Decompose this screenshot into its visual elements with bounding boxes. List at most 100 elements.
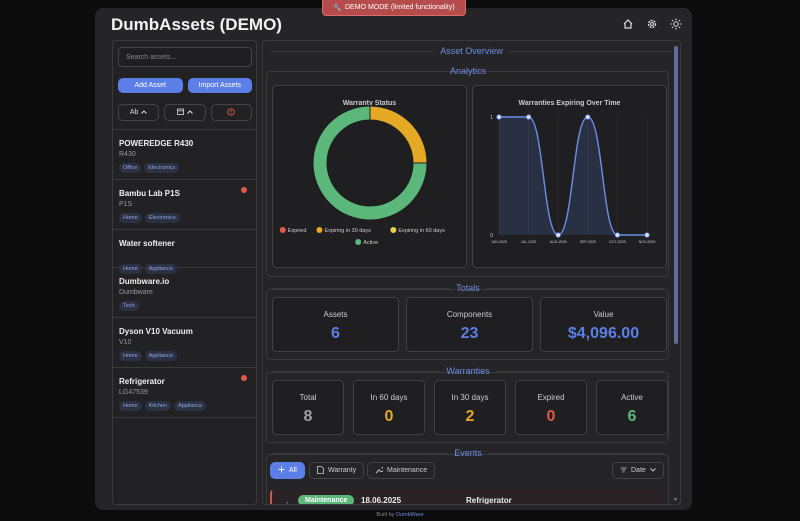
warranty-status-title: Warranty Status <box>342 100 397 107</box>
asset-list-item[interactable]: Dyson V10 Vacuum V10 Home Appliance <box>113 318 256 368</box>
asset-list-item[interactable]: Dumbware.io Dumbware Tech <box>113 268 256 318</box>
legend-label[interactable]: Expiring in 30 days <box>324 228 371 234</box>
app-title: DumbAssets (DEMO) <box>111 15 282 34</box>
warranty-value: 6 <box>627 408 637 425</box>
asset-tag[interactable]: Electronics <box>144 213 180 223</box>
y-tick-label: 0 <box>490 233 493 239</box>
data-point[interactable] <box>644 232 650 238</box>
warranty-label: In 30 days <box>451 393 489 402</box>
footer-dumbware-link[interactable]: DumbWare <box>395 512 424 518</box>
warranty-value: 2 <box>465 408 475 425</box>
warranty-status-donut-chart: Expired Expiring in 30 days Expiring in 60… <box>279 105 445 246</box>
main-panel: Asset Overview Analytics Warranty Status… <box>262 40 681 505</box>
asset-list-item[interactable]: Water softener Home Appliance <box>113 230 256 274</box>
wrench-icon: 🔧 <box>333 4 342 12</box>
donut-slice-expiring-in-30-days[interactable] <box>369 105 428 164</box>
home-icon[interactable] <box>622 17 634 29</box>
document-icon <box>317 465 324 476</box>
asset-tag[interactable]: Electronics <box>144 163 180 173</box>
footer: Built by DumbWare <box>0 512 800 518</box>
legend-swatch[interactable] <box>355 239 362 245</box>
asset-overview-title: Asset Overview <box>440 46 503 56</box>
chevron-up-icon <box>141 109 148 116</box>
demo-banner-text: DEMO MODE (limited functionality) <box>345 4 455 11</box>
legend-label[interactable]: Active <box>363 240 378 246</box>
warranty-alert-dot <box>241 375 247 381</box>
warranty-card-total[interactable]: Total 8 <box>272 380 344 435</box>
asset-tag[interactable]: Home <box>119 264 142 274</box>
data-point[interactable] <box>614 232 620 238</box>
sort-date-label: Date <box>631 467 646 474</box>
events-toolbar: All Warranty Maintenance Date <box>270 462 666 479</box>
asset-list-item[interactable]: Bambu Lab P1S P1S Home Electronics <box>113 180 256 230</box>
data-point[interactable] <box>585 114 591 120</box>
warranty-value: 0 <box>384 408 394 425</box>
asset-tag[interactable]: Appliance <box>144 264 177 274</box>
warranties-expiring-line-chart: 0 1 JUN-2025 JUL-2025 AUG-2025 SEP-2025 OCT-20… <box>490 114 655 244</box>
scroll-down-arrow-icon[interactable]: ▼ <box>673 497 678 503</box>
add-asset-button[interactable]: Add Asset <box>118 78 183 93</box>
totals-card-assets: Assets 6 <box>272 297 399 352</box>
analytics-title: Analytics <box>450 66 487 76</box>
asset-list-item[interactable]: Refrigerator LG47539 Home Kitchen Appliance <box>113 368 256 418</box>
warranty-card-in-60-days[interactable]: In 60 days 0 <box>353 380 425 435</box>
filter-warranty-label: Warranty <box>328 467 357 474</box>
event-asset-name: Refrigerator <box>466 496 512 505</box>
totals-title: Totals <box>456 283 480 293</box>
filter-maintenance-label: Maintenance <box>387 467 428 474</box>
warranties-expiring-card: Warranties Expiring Over Time 0 1 JUN-2025… <box>472 85 667 268</box>
totals-card-components: Components 23 <box>406 297 533 352</box>
import-assets-button[interactable]: Import Assets <box>187 78 252 93</box>
event-row[interactable]: Maintenance 18.06.2025 Refrigerator <box>270 490 666 505</box>
warranty-card-active[interactable]: Active 6 <box>596 380 668 435</box>
filter-warranty-alert-button[interactable] <box>210 104 252 121</box>
warranty-card-in-30-days[interactable]: In 30 days 2 <box>434 380 506 435</box>
asset-model: P1S <box>119 201 133 208</box>
asset-name: Bambu Lab P1S <box>119 189 180 198</box>
events-title: Events <box>454 448 482 458</box>
sort-date-button[interactable]: Date <box>612 462 664 479</box>
sort-name-label: Ab <box>129 109 139 116</box>
asset-tag[interactable]: Tech <box>119 301 139 311</box>
asset-list-item[interactable]: POWEREDGE R430 R430 Office Electronics <box>113 130 256 180</box>
search-input[interactable] <box>118 47 252 67</box>
asset-tag[interactable]: Appliance <box>174 401 207 411</box>
sort-by-date-button[interactable] <box>164 104 206 121</box>
asset-tag[interactable]: Appliance <box>144 351 177 361</box>
asset-tag[interactable]: Home <box>119 401 142 411</box>
totals-value: $4,096.00 <box>567 325 640 342</box>
x-tick-label: SEP-2025 <box>580 240 596 244</box>
x-tick-label: AUG-2025 <box>550 240 567 244</box>
asset-tag[interactable]: Kitchen <box>144 401 172 411</box>
donut-slice-active[interactable] <box>312 105 428 221</box>
filter-maintenance-button[interactable]: Maintenance <box>367 462 436 479</box>
asset-name: Refrigerator <box>119 377 165 386</box>
warranty-label: Total <box>299 393 317 402</box>
asset-tag[interactable]: Office <box>119 163 142 173</box>
warranty-value: 8 <box>303 408 313 425</box>
legend-swatch[interactable] <box>390 227 397 233</box>
data-point[interactable] <box>525 114 532 120</box>
sort-by-name-button[interactable]: Ab <box>118 104 160 121</box>
legend-swatch[interactable] <box>316 227 323 233</box>
main-scrollbar[interactable] <box>674 46 678 344</box>
filter-warranty-button[interactable]: Warranty <box>309 462 365 479</box>
warranty-card-expired[interactable]: Expired 0 <box>515 380 587 435</box>
data-point[interactable] <box>496 114 502 120</box>
asset-tag[interactable]: Home <box>119 351 142 361</box>
asset-list: POWEREDGE R430 R430 Office Electronics Bambu… <box>113 129 256 418</box>
events-heading: Events <box>266 448 670 458</box>
legend-swatch[interactable] <box>279 227 286 233</box>
filter-all-button[interactable]: All <box>270 462 305 479</box>
settings-gear-icon[interactable] <box>646 17 658 29</box>
warranty-status-card: Warranty Status Expired Expiring in 30 da… <box>272 85 467 268</box>
event-type-badge: Maintenance <box>298 495 355 504</box>
theme-toggle-sun-icon[interactable] <box>670 17 682 30</box>
legend-label[interactable]: Expired <box>288 228 307 234</box>
demo-mode-banner: 🔧 DEMO MODE (limited functionality) <box>322 0 466 16</box>
asset-name: Water softener <box>119 239 175 248</box>
asset-name: Dyson V10 Vacuum <box>119 327 193 336</box>
data-point[interactable] <box>555 232 561 238</box>
legend-label[interactable]: Expiring in 60 days <box>398 228 445 234</box>
asset-tag[interactable]: Home <box>119 213 142 223</box>
